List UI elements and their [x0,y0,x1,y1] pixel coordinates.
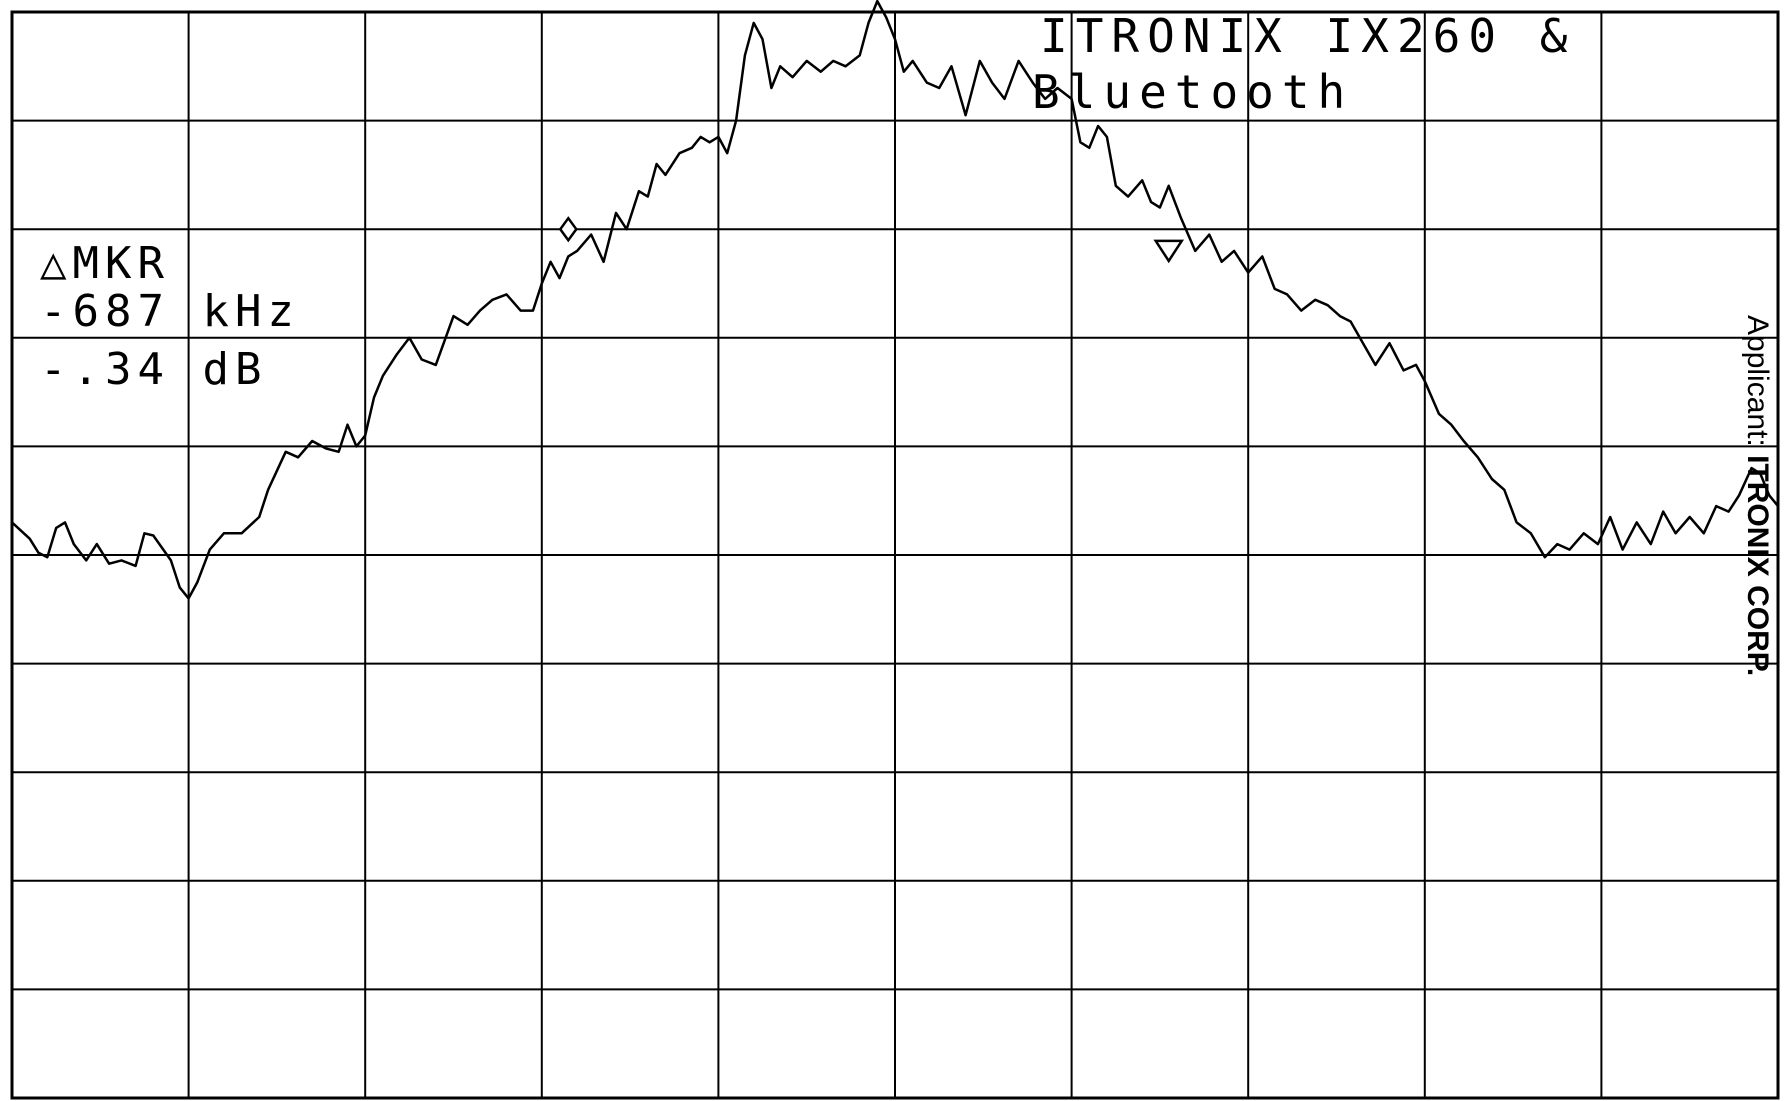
marker-label: △MKR [40,238,170,289]
chart-title: ITRONIX IX260 & Bluetooth [1032,9,1575,119]
trace-layer [11,0,1779,600]
marker-readout: △MKR -687 kHz -.34 dB [40,238,300,395]
marker-level: -.34 dB [40,344,267,395]
marker-layer [558,216,1185,264]
reference-marker-diamond [558,216,578,243]
delta-marker-triangle [1153,239,1185,264]
spectrum-trace-0 [11,0,1779,600]
title-line-1: ITRONIX IX260 & [1040,9,1575,63]
title-line-2: Bluetooth [1032,65,1353,119]
marker-frequency: -687 kHz [40,286,300,337]
applicant-company: ITRONIX CORP. [1741,455,1774,676]
plot-grid [10,10,1780,1100]
applicant-note: Applicant: ITRONIX CORP. [1741,315,1774,676]
applicant-prefix: Applicant: [1741,315,1774,455]
